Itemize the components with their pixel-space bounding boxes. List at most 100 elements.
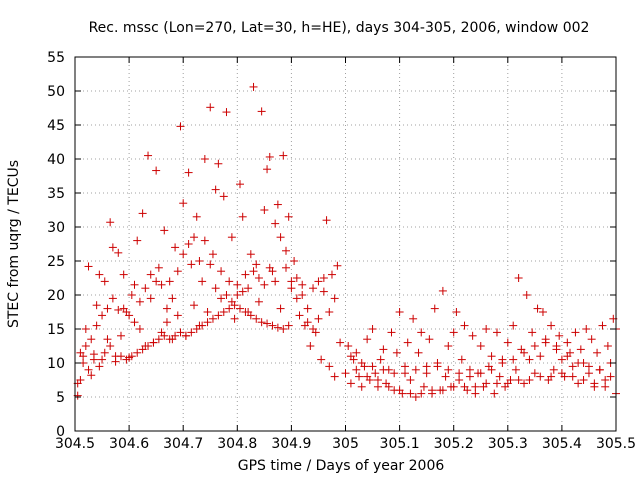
data-point [290, 257, 299, 265]
data-point [422, 369, 431, 378]
data-point [146, 270, 155, 279]
data-point [195, 257, 204, 265]
data-point [268, 321, 277, 330]
data-point [460, 382, 469, 391]
data-point [276, 233, 285, 242]
data-point [455, 369, 464, 378]
data-point [482, 379, 491, 388]
data-point [487, 352, 496, 361]
data-point [114, 248, 123, 257]
data-point [465, 372, 474, 381]
data-point [154, 335, 163, 344]
data-point [498, 359, 507, 367]
data-point [449, 328, 458, 337]
data-point [106, 218, 115, 227]
data-point [444, 342, 453, 350]
data-point [514, 274, 523, 282]
data-point [203, 318, 212, 327]
data-point [525, 355, 534, 364]
data-point [457, 355, 466, 364]
data-point [509, 321, 518, 330]
data-point [503, 379, 512, 388]
data-point [211, 284, 220, 293]
data-point [346, 352, 355, 361]
data-point [284, 321, 293, 330]
x-tick-label: 304.8 [217, 436, 257, 452]
data-point [330, 372, 339, 381]
data-point [106, 342, 115, 350]
data-point [352, 348, 361, 357]
data-point [522, 291, 531, 299]
data-point [357, 359, 366, 367]
data-point [595, 365, 604, 374]
data-point [379, 345, 388, 354]
data-point [547, 372, 556, 381]
data-point [260, 280, 269, 289]
data-point [441, 372, 450, 381]
data-point [119, 270, 128, 279]
data-point [165, 335, 174, 344]
data-point [76, 348, 85, 357]
data-point [530, 369, 539, 378]
data-point [433, 362, 442, 371]
data-point [557, 355, 566, 364]
data-point [135, 297, 144, 306]
data-point [476, 369, 485, 378]
data-point [487, 365, 496, 374]
data-point [401, 369, 410, 378]
data-point [260, 206, 269, 214]
data-point [176, 122, 185, 131]
data-point [284, 212, 293, 221]
data-point [198, 321, 207, 330]
data-point [281, 246, 290, 255]
data-point [227, 297, 236, 306]
data-point [303, 318, 312, 327]
data-point [146, 294, 155, 303]
data-point [135, 325, 144, 333]
data-point [552, 345, 561, 354]
x-tick-label: 305.2 [434, 436, 474, 452]
data-point [219, 308, 228, 316]
data-point [173, 267, 182, 276]
data-point [249, 267, 258, 276]
x-tick-label: 304.5 [55, 436, 95, 452]
data-point [127, 291, 136, 299]
y-tick-label: 0 [56, 424, 65, 440]
data-point [438, 386, 447, 395]
data-point [217, 267, 226, 276]
data-point [160, 331, 169, 340]
data-point [460, 321, 469, 330]
data-point [81, 342, 90, 350]
data-point [322, 216, 331, 225]
data-point [314, 277, 323, 286]
data-point [411, 393, 420, 401]
data-point [368, 362, 377, 371]
data-point [403, 338, 412, 347]
data-point [344, 342, 353, 350]
data-point [576, 345, 585, 354]
data-point [190, 301, 199, 310]
data-point [325, 308, 334, 316]
data-point [384, 382, 393, 391]
data-point [179, 199, 188, 208]
data-point [265, 152, 274, 161]
data-point [503, 338, 512, 347]
x-tick-labels: 304.5 304.6 304.7 304.8 304.9 305 305.1 305.2 30… [55, 436, 636, 452]
data-point [598, 321, 607, 330]
y-tick-label: 5 [56, 390, 65, 406]
x-tick-label: 305.1 [380, 436, 420, 452]
data-point [244, 284, 253, 293]
data-point [144, 151, 153, 160]
data-point [371, 369, 380, 378]
data-point [184, 168, 193, 177]
data-point [492, 328, 501, 337]
data-point [376, 355, 385, 364]
data-point [509, 355, 518, 364]
data-point [152, 166, 161, 175]
data-point [222, 291, 231, 299]
data-point [471, 382, 480, 391]
data-point [84, 365, 93, 374]
data-point [162, 304, 171, 313]
data-point [590, 379, 599, 388]
data-point [246, 311, 255, 320]
